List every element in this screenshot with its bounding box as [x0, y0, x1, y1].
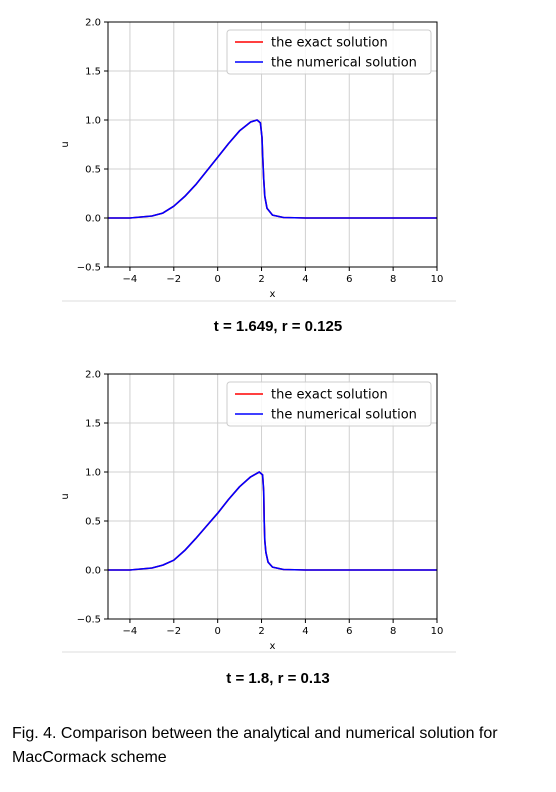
x-tick-label: 6	[346, 626, 352, 637]
x-tick-label: 2	[258, 274, 264, 285]
chart-1-svg: −4 −2 0 2 4 6 8 10 −0.5 0.0 0.5 1.0 1.5 2.0 x u the exac…	[60, 18, 444, 301]
x-tick-label: −2	[166, 274, 181, 285]
chart-2-subcaption: t = 1.8, r = 0.13	[226, 670, 330, 687]
y-tick-label: 0.0	[85, 214, 101, 225]
x-tick-label: 10	[431, 274, 444, 285]
x-tick-label: 0	[214, 274, 220, 285]
y-tick-label: −0.5	[77, 615, 101, 626]
y-tick-label: 0.5	[85, 165, 101, 176]
x-tick-label: 0	[214, 626, 220, 637]
y-tick-label: 1.0	[85, 116, 101, 127]
x-axis-label: x	[270, 641, 276, 652]
separator-1	[62, 300, 456, 302]
chart-1: −4 −2 0 2 4 6 8 10 −0.5 0.0 0.5 1.0 1.5 2.0 x u the exac…	[0, 0, 556, 301]
x-axis-label: x	[270, 289, 276, 300]
x-tick-label: 8	[390, 626, 396, 637]
x-tick-label: 10	[431, 626, 444, 637]
plot-frame	[107, 373, 438, 620]
legend-box	[226, 381, 432, 427]
x-tick-label: 8	[390, 274, 396, 285]
x-tick-label: 6	[346, 274, 352, 285]
separator-2	[62, 651, 456, 653]
x-tick-label: 2	[258, 626, 264, 637]
plot-frame	[107, 21, 438, 268]
chart-2: −4 −2 0 2 4 6 8 10 −0.5 0.0 0.5 1.0 1.5 2.0 x u the exac…	[0, 352, 556, 653]
y-tick-label: 0.5	[85, 517, 101, 528]
chart-2-svg: −4 −2 0 2 4 6 8 10 −0.5 0.0 0.5 1.0 1.5 2.0 x u the exac…	[60, 370, 444, 653]
series-line-2	[108, 471, 437, 571]
y-tick-label: −0.5	[77, 263, 101, 274]
x-tick-label: 4	[302, 626, 308, 637]
legend-label-1: the exact solution	[271, 36, 388, 51]
chart-1-subcaption: t = 1.649, r = 0.125	[213, 318, 343, 335]
x-tick-label: −2	[166, 626, 181, 637]
y-tick-label: 2.0	[85, 18, 101, 29]
legend-box	[226, 29, 432, 75]
figure-caption: Fig. 4. Comparison between the analytica…	[12, 725, 498, 766]
y-tick-label: 0.0	[85, 566, 101, 577]
x-tick-label: −4	[123, 274, 138, 285]
legend-label-2: the numerical solution	[271, 408, 417, 423]
y-axis-label: u	[60, 141, 71, 147]
series-line-2	[108, 119, 437, 219]
y-tick-label: 1.5	[85, 67, 101, 78]
y-tick-label: 1.0	[85, 468, 101, 479]
legend-label-1: the exact solution	[271, 388, 388, 403]
x-tick-label: 4	[302, 274, 308, 285]
y-tick-label: 2.0	[85, 370, 101, 381]
legend-label-2: the numerical solution	[271, 56, 417, 71]
y-tick-label: 1.5	[85, 419, 101, 430]
x-tick-label: −4	[123, 626, 138, 637]
y-axis-label: u	[60, 493, 71, 499]
